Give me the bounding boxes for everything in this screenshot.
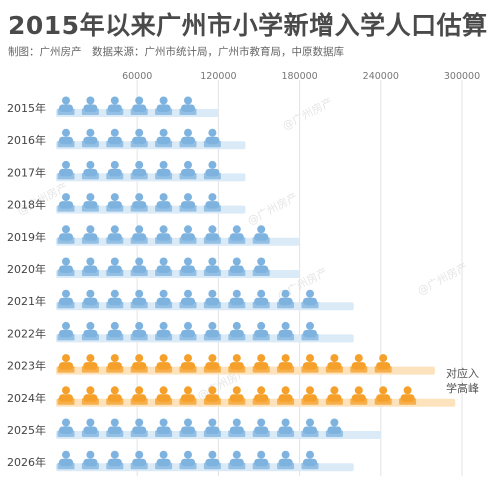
y-tick-label: 2018年	[7, 198, 46, 212]
chart-title: 2015年以来广州市小学新增入学人口估算	[8, 11, 488, 40]
bar	[56, 225, 300, 246]
x-tick-label: 300000	[444, 71, 480, 82]
bar	[56, 354, 435, 375]
y-tick-label: 2022年	[7, 326, 46, 340]
bar	[56, 193, 246, 214]
y-tick-label: 2019年	[7, 230, 46, 244]
chart-subtitle: 制图：广州房产 数据来源：广州市统计局，广州市教育局，中原数据库	[8, 46, 344, 58]
bar	[56, 96, 219, 117]
x-tick-label: 120000	[200, 71, 236, 82]
bar	[56, 128, 246, 150]
x-tick-label: 240000	[363, 71, 399, 82]
bar	[56, 386, 456, 407]
y-tick-label: 2024年	[7, 391, 46, 405]
bar	[56, 160, 246, 182]
y-tick-label: 2021年	[7, 294, 46, 308]
bar	[56, 257, 300, 278]
y-tick-label: 2023年	[7, 359, 46, 373]
bar	[56, 418, 381, 439]
y-tick-label: 2026年	[7, 455, 46, 469]
watermark-text: @广州房产	[245, 189, 300, 227]
y-tick-label: 2020年	[7, 262, 46, 276]
y-tick-label: 2017年	[7, 165, 46, 179]
x-tick-label: 180000	[281, 71, 317, 82]
bar	[56, 289, 354, 311]
bar	[56, 321, 354, 343]
y-tick-label: 2016年	[7, 133, 46, 147]
watermark-text: @广州房产	[280, 94, 335, 132]
x-tick-label: 60000	[122, 71, 152, 82]
y-tick-label: 2025年	[7, 423, 46, 437]
bar	[56, 450, 354, 472]
y-tick-label: 2015年	[7, 101, 46, 115]
peak-annotation: 对应入学高峰	[446, 367, 479, 395]
